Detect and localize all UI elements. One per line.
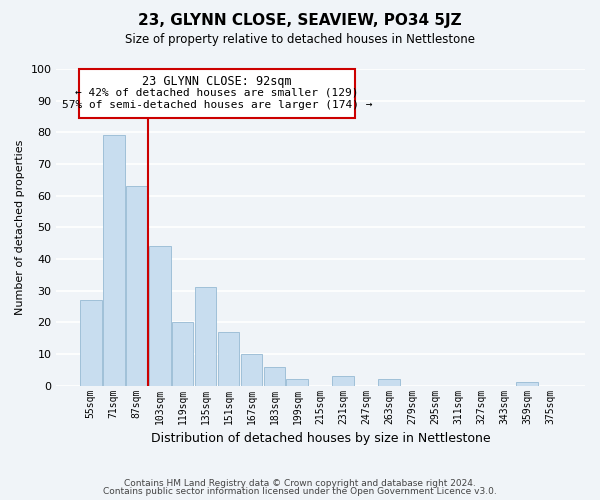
Bar (218, 332, 239, 386)
Bar (263, 366, 286, 386)
Text: ← 42% of detached houses are smaller (129): ← 42% of detached houses are smaller (12… (75, 88, 359, 98)
Bar (286, 380, 308, 386)
Text: Contains HM Land Registry data © Crown copyright and database right 2024.: Contains HM Land Registry data © Crown c… (124, 478, 476, 488)
Bar (516, 382, 538, 386)
Bar (149, 246, 170, 386)
Text: 23, GLYNN CLOSE, SEAVIEW, PO34 5JZ: 23, GLYNN CLOSE, SEAVIEW, PO34 5JZ (138, 12, 462, 28)
X-axis label: Distribution of detached houses by size in Nettlestone: Distribution of detached houses by size … (151, 432, 490, 445)
Bar (126, 186, 148, 386)
Text: Contains public sector information licensed under the Open Government Licence v3: Contains public sector information licen… (103, 487, 497, 496)
Bar (172, 322, 193, 386)
Bar (103, 136, 125, 386)
Bar (80, 300, 101, 386)
FancyBboxPatch shape (79, 69, 355, 118)
Text: 57% of semi-detached houses are larger (174) →: 57% of semi-detached houses are larger (… (62, 100, 372, 110)
Bar (194, 288, 217, 386)
Text: Size of property relative to detached houses in Nettlestone: Size of property relative to detached ho… (125, 32, 475, 46)
Text: 23 GLYNN CLOSE: 92sqm: 23 GLYNN CLOSE: 92sqm (142, 74, 292, 88)
Bar (241, 354, 262, 386)
Bar (332, 376, 354, 386)
Y-axis label: Number of detached properties: Number of detached properties (15, 140, 25, 315)
Bar (379, 380, 400, 386)
